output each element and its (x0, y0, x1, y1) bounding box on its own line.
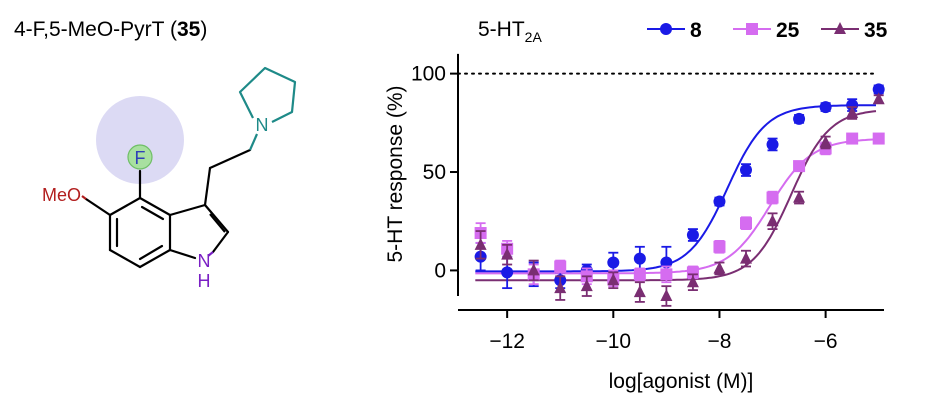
data-point-35 (872, 92, 885, 105)
data-point-25 (554, 260, 567, 273)
data-point-8 (766, 138, 779, 151)
data-point-35 (554, 281, 567, 294)
chemical-structure: F (42, 66, 297, 291)
bond-to-indole-n (207, 251, 214, 257)
data-point-8 (793, 112, 806, 125)
data-point-8 (713, 195, 726, 208)
indole-n-label: N (198, 251, 211, 271)
data-point-35 (686, 275, 699, 288)
chart-title-main: 5-HT (478, 18, 525, 41)
data-point-25 (660, 268, 673, 281)
data-point-35 (793, 190, 806, 203)
x-tick-label: −10 (595, 330, 631, 353)
data-point-8 (846, 99, 859, 112)
data-point-8 (607, 256, 620, 269)
x-tick-label: −6 (814, 330, 838, 353)
y-tick-label: 50 (423, 161, 446, 184)
fit-curve-25 (475, 138, 877, 275)
compound-name-prefix: 4-F,5-MeO-PyrT ( (14, 18, 177, 41)
data-point-35 (607, 273, 620, 286)
legend-label-35: 35 (864, 19, 888, 42)
data-point-8 (686, 228, 699, 241)
data-point-8 (501, 266, 514, 279)
compound-title: 4-F,5-MeO-PyrT (35) (14, 18, 207, 42)
data-point-25 (766, 191, 779, 204)
y-axis-label: 5-HT response (%) (384, 85, 407, 262)
axes: 0 50 100 −12 −10 −8 −6 (411, 53, 884, 353)
y-tick-label: 0 (434, 259, 446, 282)
fluorine-circle (127, 144, 153, 170)
chart-title-subscript: 2A (525, 29, 543, 45)
compound-number: 35 (176, 18, 201, 41)
data-point-35 (580, 279, 593, 292)
data-point-25 (713, 240, 726, 253)
data-point-25 (872, 132, 885, 145)
legend-marker-35 (834, 22, 846, 34)
data-point-35 (740, 251, 752, 264)
y-tick-label: 100 (411, 63, 446, 86)
legend-marker-8 (660, 23, 672, 35)
data-point-8 (819, 101, 832, 114)
data-point-8 (660, 256, 673, 269)
amine-n-label: N (256, 115, 269, 135)
data-point-35 (527, 263, 540, 276)
data-point-35 (846, 105, 859, 118)
bond-to-methoxy (81, 195, 87, 200)
x-tick-label: −8 (707, 330, 731, 353)
legend: 8 25 35 (647, 19, 888, 42)
data-point-8 (740, 164, 752, 177)
fluorine-halo (96, 96, 184, 184)
legend-label-8: 8 (690, 19, 702, 42)
data-point-35 (501, 247, 514, 260)
pyrrolidine-ring (238, 66, 297, 123)
data-point-35 (713, 261, 726, 274)
x-tick-label: −12 (489, 330, 525, 353)
data-point-35 (633, 285, 646, 298)
legend-marker-25 (746, 23, 758, 35)
data-point-8 (872, 83, 885, 96)
data-point-25 (793, 160, 806, 173)
data-point-8 (633, 252, 646, 265)
bond-to-amine (248, 133, 259, 151)
fit-curves (475, 104, 877, 282)
fit-curve-8 (475, 104, 876, 273)
data-point-25 (633, 268, 646, 281)
data-point-35 (474, 237, 487, 250)
indole-h-label: H (198, 271, 211, 291)
fluorine-label: F (135, 148, 146, 168)
data-points (474, 83, 885, 307)
legend-label-25: 25 (776, 19, 800, 42)
compound-name-suffix: ) (200, 18, 208, 41)
chart-title: 5-HT2A (478, 18, 542, 45)
methoxy-label: MeO (42, 185, 81, 205)
data-point-35 (766, 214, 779, 227)
bonds (84, 148, 252, 269)
data-point-25 (686, 266, 699, 279)
data-point-35 (819, 135, 832, 148)
data-point-35 (660, 289, 673, 301)
data-point-25 (740, 217, 752, 230)
pyrrole-double-bond (209, 213, 226, 233)
data-point-25 (846, 132, 859, 145)
fit-curve-35 (475, 110, 877, 282)
x-axis-label: log[agonist (M)] (609, 370, 754, 393)
